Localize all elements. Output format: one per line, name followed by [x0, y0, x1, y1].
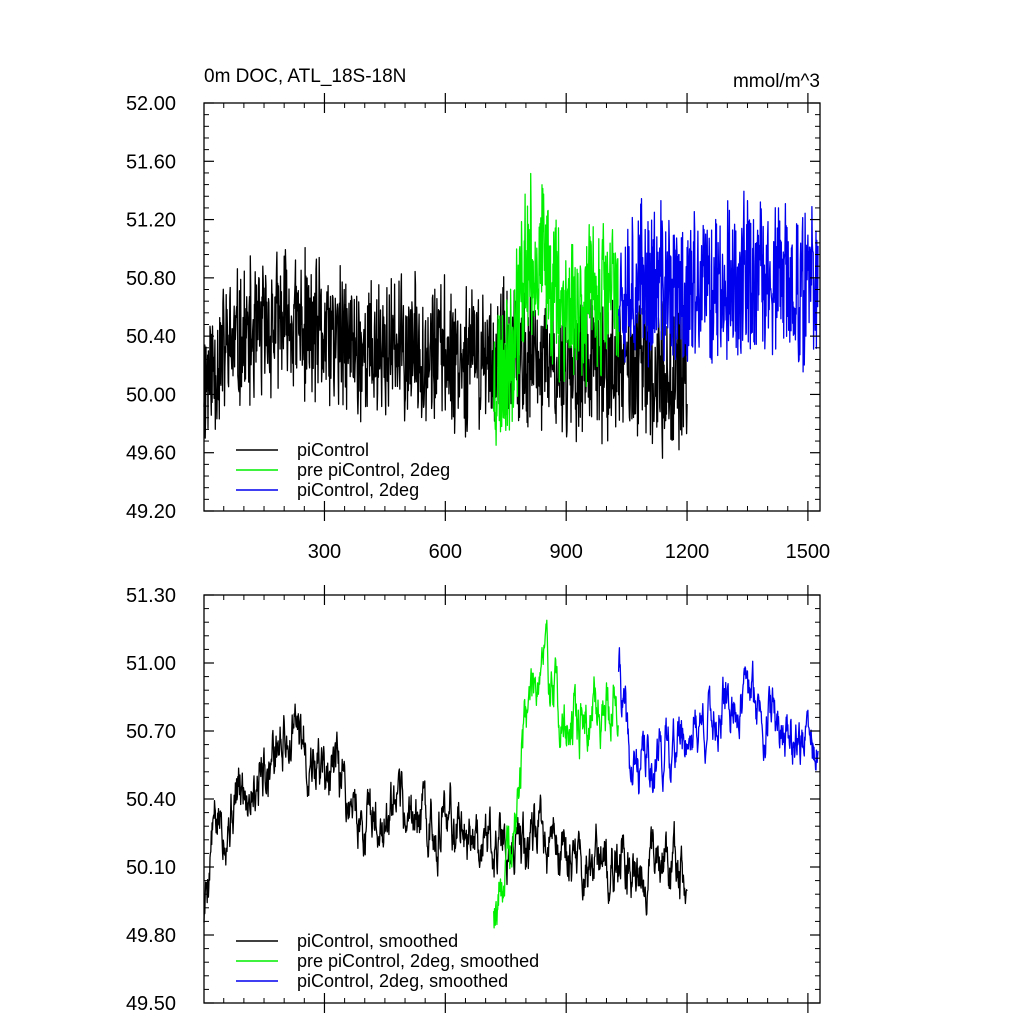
y-tick-label: 49.80 — [126, 925, 176, 947]
y-tick-label: 50.70 — [126, 721, 176, 743]
ticks-top: 49.20 49.60 50.00 50.40 50.80 51.20 51.60 52.00… — [126, 93, 830, 563]
y-tick-label: 49.60 — [126, 443, 176, 465]
legend-label: pre piControl, 2deg, smoothed — [297, 951, 539, 971]
y-tick-label: 52.00 — [126, 93, 176, 115]
y-tick-label: 51.00 — [126, 653, 176, 675]
series-line-picontrol — [203, 246, 688, 459]
y-tick-label: 49.20 — [126, 501, 176, 523]
series-group-top — [203, 172, 819, 459]
legend-label: piControl, 2deg, smoothed — [297, 971, 508, 991]
plot-frame-top — [203, 102, 821, 512]
series-line-picontrol-smoothed — [203, 703, 688, 923]
y-tick-label: 51.20 — [126, 210, 176, 232]
panel-bottom: 49.50 49.80 50.10 50.40 50.70 51.00 51.30 piCo… — [126, 585, 821, 1015]
ticks-bottom: 49.50 49.80 50.10 50.40 50.70 51.00 51.30 — [126, 585, 820, 1015]
x-tick-label: 600 — [429, 541, 462, 563]
series-line-picontrol-2deg — [617, 190, 819, 373]
y-tick-label: 50.10 — [126, 857, 176, 879]
x-tick-label: 300 — [308, 541, 341, 563]
y-tick-label: 50.40 — [126, 789, 176, 811]
legend-label: pre piControl, 2deg — [297, 460, 450, 480]
x-tick-label: 900 — [549, 541, 582, 563]
y-tick-label: 49.50 — [126, 993, 176, 1015]
legend-label: piControl, 2deg — [297, 480, 419, 500]
legend-label: piControl — [297, 440, 369, 460]
y-tick-label: 51.30 — [126, 585, 176, 607]
units-label: mmol/m^3 — [733, 71, 820, 92]
legend-label: piControl, smoothed — [297, 931, 458, 951]
y-tick-label: 50.40 — [126, 326, 176, 348]
series-line-picontrol-2deg-smoothed — [617, 647, 819, 795]
series-line-pre-picontrol-2deg-smoothed — [493, 619, 619, 929]
x-tick-label: 1200 — [665, 541, 710, 563]
panel-top: 0m DOC, ATL_18S-18N mmol/m^3 49.20 49.60 5… — [126, 66, 830, 563]
x-tick-label: 1500 — [786, 541, 831, 563]
chart-title: 0m DOC, ATL_18S-18N — [204, 66, 406, 87]
series-line-pre-picontrol-2deg — [493, 172, 620, 446]
y-tick-label: 51.60 — [126, 151, 176, 173]
y-tick-label: 50.80 — [126, 268, 176, 290]
y-tick-label: 50.00 — [126, 384, 176, 406]
series-group-bottom — [203, 619, 819, 929]
